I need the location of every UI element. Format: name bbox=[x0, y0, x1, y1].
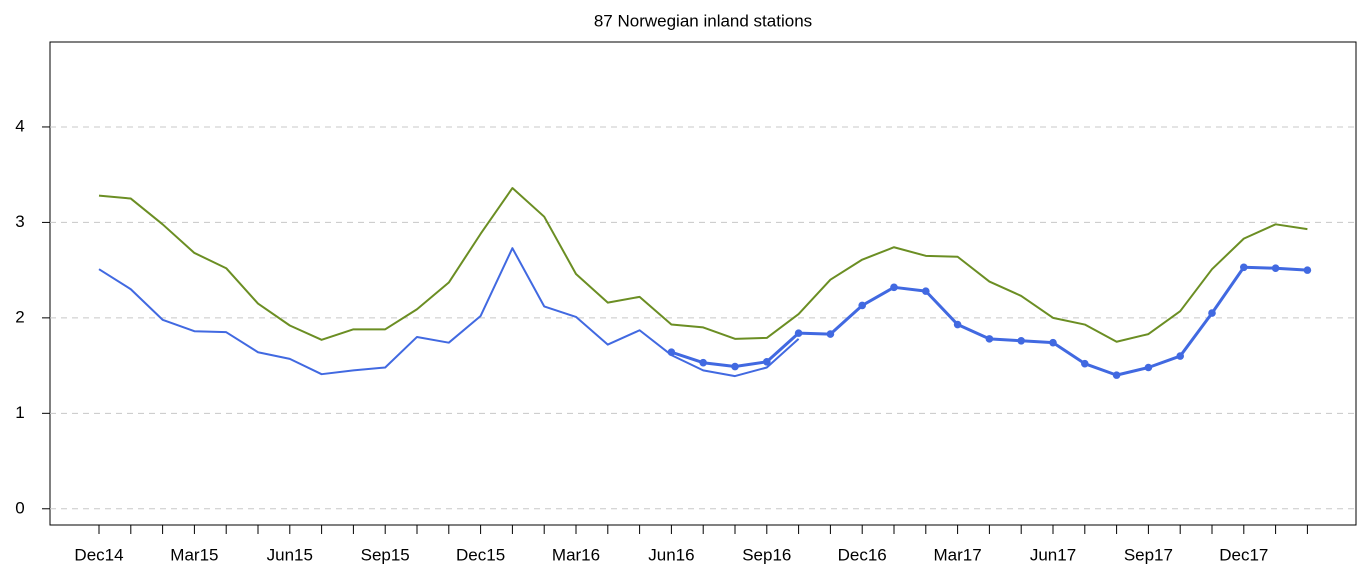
series-point bbox=[985, 335, 994, 343]
series-point bbox=[1271, 264, 1280, 273]
series-point bbox=[1112, 371, 1121, 379]
series-point bbox=[953, 320, 962, 329]
series-point bbox=[858, 301, 866, 310]
series-point bbox=[699, 358, 707, 367]
y-tick-label: 1 bbox=[15, 403, 24, 422]
series-point bbox=[1176, 352, 1184, 360]
series-line bbox=[98, 247, 800, 378]
x-tick-label: Dec15 bbox=[456, 545, 505, 564]
x-tick-label: Jun16 bbox=[648, 545, 694, 564]
series-point bbox=[667, 348, 676, 357]
series-point bbox=[763, 357, 771, 366]
x-tick-label: Mar17 bbox=[934, 545, 982, 564]
y-tick-label: 2 bbox=[15, 307, 24, 326]
chart-title: 87 Norwegian inland stations bbox=[594, 11, 812, 30]
x-tick-label: Dec16 bbox=[838, 545, 887, 564]
y-tick-label: 3 bbox=[15, 212, 24, 231]
series-point bbox=[1303, 266, 1312, 274]
series-point bbox=[1208, 309, 1216, 317]
y-tick-label: 0 bbox=[15, 498, 24, 517]
x-tick-label: Dec17 bbox=[1219, 545, 1268, 564]
series-point bbox=[1240, 263, 1248, 272]
series-point bbox=[826, 330, 835, 338]
series-line bbox=[98, 187, 1308, 343]
y-tick-label: 4 bbox=[15, 116, 24, 135]
x-tick-label: Sep15 bbox=[361, 545, 410, 564]
series-point bbox=[731, 362, 739, 371]
x-tick-label: Mar15 bbox=[170, 545, 218, 564]
x-tick-label: Sep16 bbox=[742, 545, 791, 564]
x-tick-label: Mar16 bbox=[552, 545, 600, 564]
x-tick-label: Jun15 bbox=[267, 545, 313, 564]
series-point bbox=[794, 329, 803, 337]
series-point bbox=[922, 287, 930, 295]
x-tick-label: Sep17 bbox=[1124, 545, 1173, 564]
series-point bbox=[1049, 338, 1057, 347]
series-point bbox=[1144, 363, 1153, 372]
x-tick-label: Jun17 bbox=[1030, 545, 1076, 564]
series-point bbox=[1017, 336, 1025, 345]
series-point bbox=[890, 283, 898, 292]
x-tick-label: Dec14 bbox=[74, 545, 123, 564]
plot-frame bbox=[49, 41, 1357, 526]
series-point bbox=[1081, 359, 1089, 368]
